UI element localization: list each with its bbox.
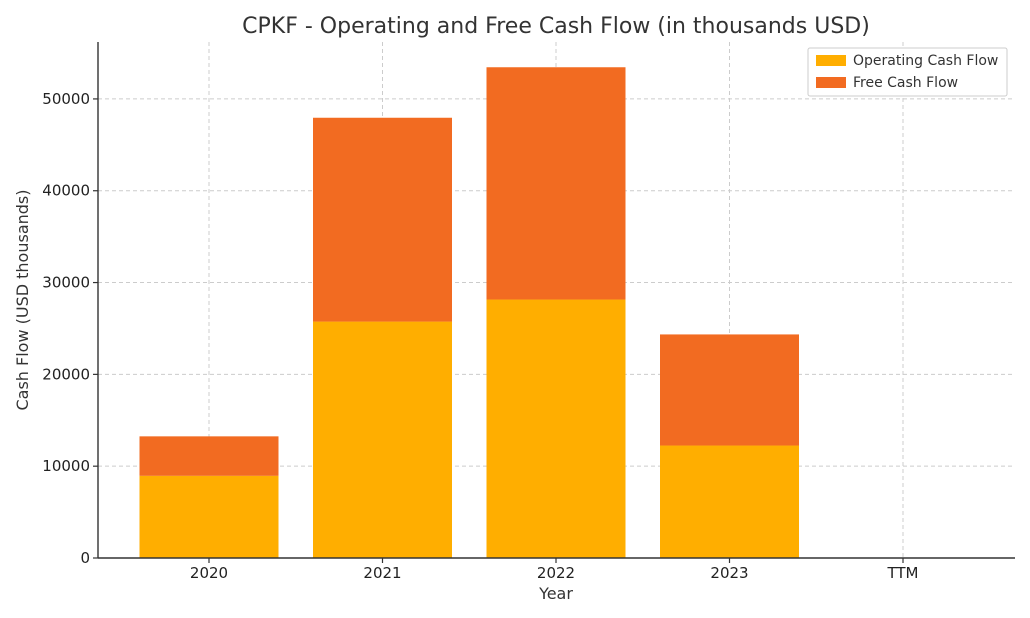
y-tick-label: 10000 — [42, 457, 90, 475]
legend-frame — [807, 47, 1008, 97]
chart-title: CPKF - Operating and Free Cash Flow (in … — [242, 14, 870, 39]
bar-operating-2021 — [313, 321, 452, 558]
y-tick-label: 30000 — [42, 274, 90, 292]
bar-operating-2023 — [660, 445, 799, 558]
x-tick-label: TTM — [886, 564, 918, 582]
legend-label-free: Free Cash Flow — [853, 75, 958, 91]
y-tick-label: 50000 — [42, 90, 90, 108]
legend: Operating Cash Flow Free Cash Flow — [807, 47, 1008, 97]
legend-swatch-operating — [816, 55, 846, 66]
y-tick-label: 0 — [80, 549, 90, 567]
bar-operating-2020 — [139, 475, 279, 558]
bar-free-2020 — [139, 436, 279, 476]
x-tick-label: 2020 — [190, 564, 228, 582]
bars — [139, 67, 799, 558]
bar-free-2021 — [313, 117, 452, 322]
x-tick-label: 2022 — [537, 564, 575, 582]
x-tick-label: 2023 — [710, 564, 748, 582]
legend-swatch-free — [816, 77, 846, 88]
bar-operating-2022 — [486, 299, 626, 558]
x-axis-label: Year — [538, 584, 573, 603]
legend-label-operating: Operating Cash Flow — [853, 53, 998, 69]
x-tick-label: 2021 — [363, 564, 401, 582]
y-tick-label: 40000 — [42, 182, 90, 200]
bar-free-2023 — [660, 334, 799, 446]
bar-free-2022 — [486, 67, 626, 300]
y-tick-label: 20000 — [42, 365, 90, 383]
x-ticks: 2020 2021 2022 2023 TTM — [190, 558, 919, 582]
y-ticks: 0 10000 20000 30000 40000 50000 — [42, 90, 98, 567]
y-axis-label: Cash Flow (USD thousands) — [13, 189, 32, 410]
